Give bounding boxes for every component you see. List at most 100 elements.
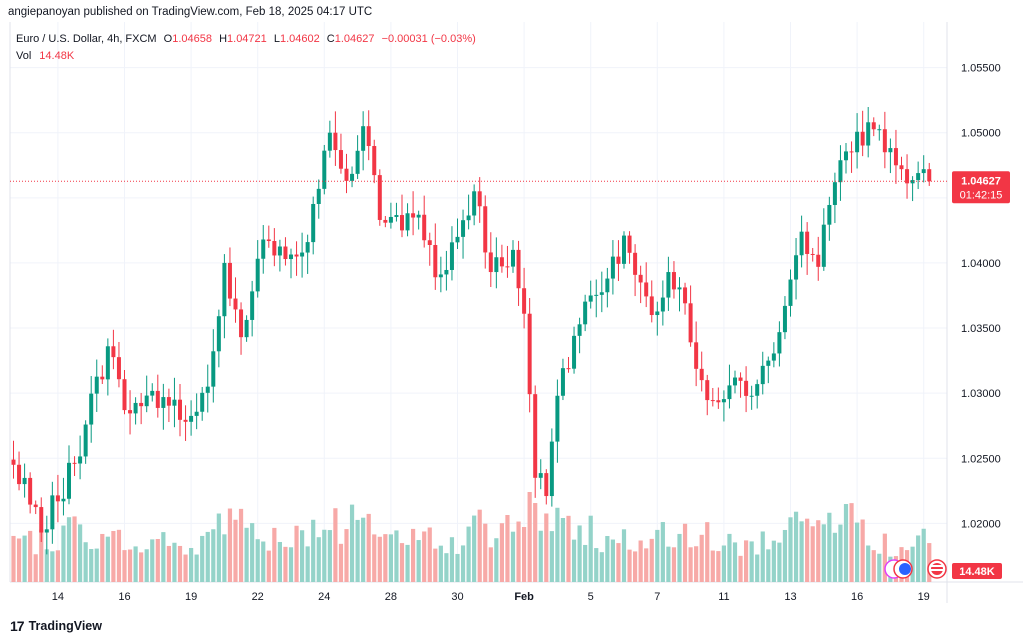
candle-body <box>461 220 466 237</box>
candle-body <box>677 287 682 290</box>
y-tick-label: 1.02500 <box>961 453 1001 465</box>
candle <box>511 240 515 273</box>
candle-body <box>277 246 282 256</box>
candle-body <box>322 150 327 189</box>
volume-bar <box>877 553 882 582</box>
volume-bar <box>855 522 860 582</box>
candle-body <box>549 441 554 497</box>
volume-bar <box>411 528 416 582</box>
y-tick-label: 1.04000 <box>961 258 1001 270</box>
candle-body <box>244 319 249 338</box>
candle <box>871 117 876 137</box>
volume-bar <box>105 536 110 582</box>
candle-body <box>433 244 438 278</box>
volume-bar <box>610 539 615 582</box>
candle <box>688 285 693 347</box>
candle <box>438 256 443 293</box>
volume-bar <box>655 529 660 582</box>
x-tick-label: 19 <box>185 591 197 603</box>
candle <box>361 111 366 171</box>
candle <box>699 351 704 392</box>
candle <box>405 203 410 237</box>
candle-body <box>893 148 898 166</box>
candle <box>588 280 593 309</box>
volume-bar <box>716 551 721 582</box>
candle-body <box>205 386 210 393</box>
volume-bar <box>416 540 421 582</box>
candle <box>61 477 66 516</box>
volume-bar <box>527 492 532 582</box>
candle-body <box>128 410 133 414</box>
price-badge-value: 1.04627 <box>961 175 1001 187</box>
candle <box>200 386 205 421</box>
candle-body <box>477 191 482 207</box>
low-value: 1.04602 <box>279 33 320 45</box>
candle-body <box>583 301 588 325</box>
volume-bar <box>222 534 227 582</box>
volume-bar <box>705 522 710 582</box>
candle <box>755 379 760 409</box>
volume-bar <box>699 534 704 582</box>
candle <box>355 135 360 179</box>
candle-body <box>660 297 665 312</box>
volume-bar <box>377 536 382 582</box>
volume-bar <box>338 543 344 582</box>
volume-bar <box>44 549 49 582</box>
candle <box>882 111 887 169</box>
candle-body <box>394 215 399 217</box>
publisher-line: angiepanoyan published on TradingView.co… <box>8 6 373 18</box>
candle-body <box>877 129 882 131</box>
candle-body <box>227 262 232 299</box>
candle-body <box>372 146 377 176</box>
footer-brand[interactable]: 17 TradingView <box>10 618 102 634</box>
candle <box>150 383 155 402</box>
candle <box>28 472 33 514</box>
candle-body <box>166 397 171 406</box>
candle-body <box>849 151 854 153</box>
volume-bar <box>921 528 926 582</box>
volume-bar <box>16 538 22 582</box>
candle <box>694 321 699 387</box>
candle-body <box>805 231 810 254</box>
volume-bar <box>388 534 393 582</box>
candle-body <box>655 311 660 316</box>
candle <box>827 196 832 241</box>
volume-bar <box>33 554 38 582</box>
candle-body <box>122 379 127 411</box>
candle <box>560 358 565 401</box>
volume-bar <box>211 529 216 582</box>
candle-body <box>239 309 244 338</box>
y-tick-label: 1.05500 <box>961 63 1001 75</box>
volume-bar <box>422 531 427 582</box>
candle <box>233 277 238 323</box>
volume-bar <box>721 545 726 582</box>
candle-body <box>705 380 710 401</box>
candle <box>716 387 721 409</box>
candle <box>411 191 416 236</box>
volume-bar <box>843 504 849 582</box>
candle <box>466 194 471 230</box>
candle-body <box>250 291 255 320</box>
candle-body <box>72 462 77 464</box>
candle-body <box>905 169 910 184</box>
volume-bar <box>94 548 99 582</box>
volume-bar <box>311 519 316 582</box>
volume-bar <box>172 542 177 582</box>
candle <box>272 228 277 267</box>
volume-bar <box>727 533 732 582</box>
candle-body <box>794 255 799 280</box>
volume-bar <box>677 533 682 582</box>
volume-bar <box>216 513 221 582</box>
candle-body <box>610 256 615 279</box>
volume-badge-value: 14.48K <box>959 566 995 578</box>
volume-bar <box>866 545 871 582</box>
candle <box>189 400 194 436</box>
candle-body <box>78 456 83 464</box>
candle-body <box>400 215 404 231</box>
candle-body <box>144 395 149 407</box>
volume-bar <box>871 550 876 582</box>
candle <box>44 515 49 555</box>
candle-body <box>89 393 94 425</box>
candle-body <box>388 216 393 223</box>
